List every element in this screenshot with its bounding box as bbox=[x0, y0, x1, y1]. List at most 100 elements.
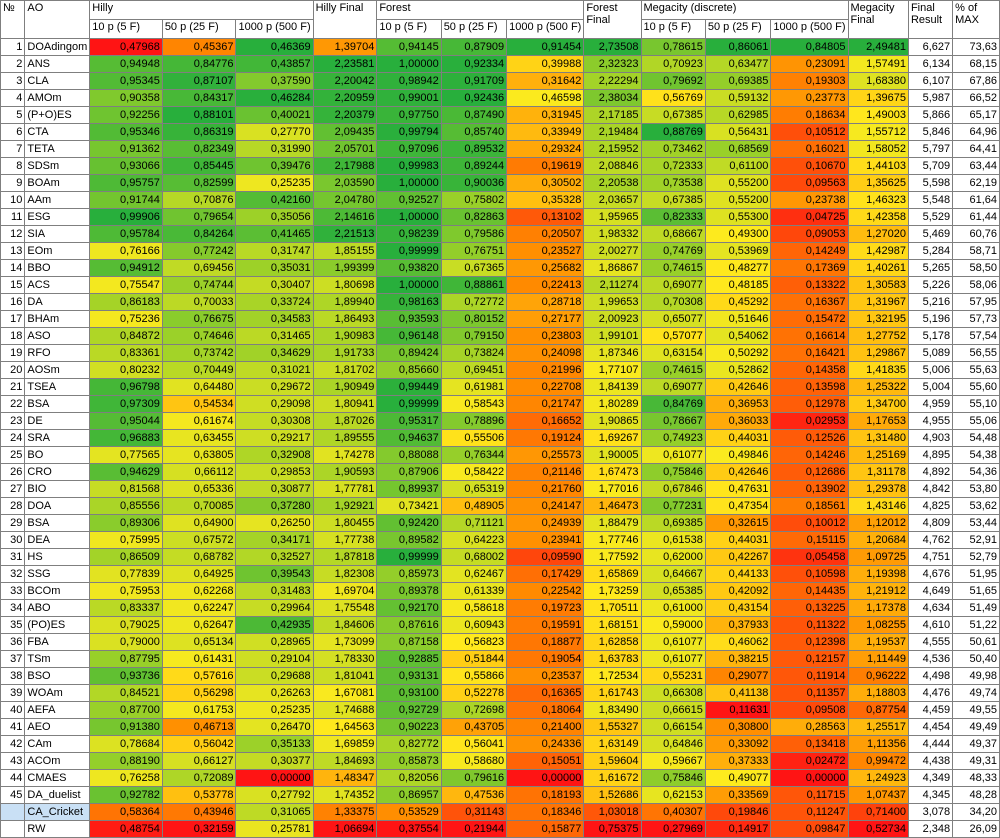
row-value: 73,63 bbox=[952, 38, 1000, 56]
row-value: 0,94145 bbox=[376, 38, 442, 56]
row-value: 0,90036 bbox=[440, 174, 508, 192]
row-value: 0,79025 bbox=[89, 616, 163, 634]
row-value: 0,56431 bbox=[704, 123, 772, 141]
row-value: 0,79616 bbox=[440, 769, 508, 787]
row-value: 4,959 bbox=[907, 395, 954, 413]
row-value: 0,16652 bbox=[506, 412, 585, 430]
row-algorithm: AOSm bbox=[24, 361, 91, 379]
row-value: 1,61672 bbox=[583, 769, 642, 787]
row-value: 0,44031 bbox=[704, 429, 772, 447]
row-number: 20 bbox=[0, 361, 26, 379]
row-value: 0,29104 bbox=[235, 650, 314, 668]
row-value: 0,67365 bbox=[440, 259, 508, 277]
row-value: 1,90865 bbox=[583, 412, 642, 430]
row-value: 0,89378 bbox=[376, 582, 442, 600]
row-value: 0,27177 bbox=[506, 310, 585, 328]
row-value: 53,62 bbox=[952, 497, 1000, 515]
row-value: 1,55327 bbox=[583, 718, 642, 736]
row-value: 0,22542 bbox=[506, 582, 585, 600]
row-value: 0,91454 bbox=[506, 38, 585, 56]
row-value: 1,88479 bbox=[583, 514, 642, 532]
table-row: 18 ASO 0,84872 0,74646 0,31465 1,90983 0,96148… bbox=[0, 327, 1000, 345]
table-row: 38 BSO 0,93736 0,57616 0,29688 1,81041 0,93131… bbox=[0, 667, 1000, 685]
row-value: 1,84693 bbox=[312, 752, 378, 770]
row-value: 58,71 bbox=[952, 242, 1000, 260]
row-value: 1,73259 bbox=[583, 582, 642, 600]
row-value: 1,90983 bbox=[312, 327, 378, 345]
row-value: 0,22413 bbox=[506, 276, 585, 294]
row-number: 13 bbox=[0, 242, 26, 260]
row-value: 49,74 bbox=[952, 684, 1000, 702]
row-number: 6 bbox=[0, 123, 26, 141]
row-value: 0,95345 bbox=[89, 72, 163, 90]
row-value: 0,54062 bbox=[704, 327, 772, 345]
row-value: 1,48347 bbox=[312, 769, 378, 787]
row-value: 0,30308 bbox=[235, 412, 314, 430]
row-value: 0,13225 bbox=[770, 599, 849, 617]
row-value: 0,69385 bbox=[704, 72, 772, 90]
row-value: 0,77839 bbox=[89, 565, 163, 583]
row-value: 0,65077 bbox=[640, 310, 706, 328]
row-value: 0,70085 bbox=[161, 497, 237, 515]
row-algorithm: FBA bbox=[24, 633, 91, 651]
row-value: 1,95965 bbox=[583, 208, 642, 226]
header-megacity: Megacity (discrete) bbox=[640, 0, 849, 20]
row-number: 22 bbox=[0, 395, 26, 413]
row-algorithm: BIO bbox=[24, 480, 91, 498]
row-value: 0,14435 bbox=[770, 582, 849, 600]
row-value: 49,98 bbox=[952, 667, 1000, 685]
row-algorithm: DOAdingom bbox=[24, 38, 91, 56]
row-value: 1,89555 bbox=[312, 429, 378, 447]
row-value: 2,38034 bbox=[583, 89, 642, 107]
row-value: 0,20507 bbox=[506, 225, 585, 243]
row-algorithm: ACS bbox=[24, 276, 91, 294]
row-value: 4,444 bbox=[907, 735, 954, 753]
row-value: 0,37280 bbox=[235, 497, 314, 515]
row-value: 2,08846 bbox=[583, 157, 642, 175]
row-value: 63,44 bbox=[952, 157, 1000, 175]
subheader-hilly-1: 50 p (25 F) bbox=[161, 19, 237, 39]
row-number: 37 bbox=[0, 650, 26, 668]
row-value: 0,85973 bbox=[376, 565, 442, 583]
row-value: 0,56298 bbox=[161, 684, 237, 702]
table-row: 3 CLA 0,95345 0,87107 0,37590 2,20042 0,98942 0… bbox=[0, 72, 1000, 90]
row-value: 0,89244 bbox=[440, 157, 508, 175]
row-value: 0,61431 bbox=[161, 650, 237, 668]
row-value: 1,72534 bbox=[583, 667, 642, 685]
row-value: 1,68380 bbox=[847, 72, 909, 90]
row-value: 0,43857 bbox=[235, 55, 314, 73]
row-value: 0,58364 bbox=[89, 803, 163, 821]
row-value: 0,43705 bbox=[440, 718, 508, 736]
row-value: 0,04725 bbox=[770, 208, 849, 226]
subheader-hilly-0: 10 p (5 F) bbox=[89, 19, 163, 39]
header-hilly: Hilly bbox=[89, 0, 314, 20]
row-value: 5,178 bbox=[907, 327, 954, 345]
row-number: 27 bbox=[0, 480, 26, 498]
row-value: 0,70876 bbox=[161, 191, 237, 209]
row-value: 0,29688 bbox=[235, 667, 314, 685]
row-value: 0,60943 bbox=[440, 616, 508, 634]
row-value: 1,81041 bbox=[312, 667, 378, 685]
row-value: 1,91733 bbox=[312, 344, 378, 362]
row-value: 0,55866 bbox=[440, 667, 508, 685]
row-value: 4,676 bbox=[907, 565, 954, 583]
row-number: 12 bbox=[0, 225, 26, 243]
row-number: 21 bbox=[0, 378, 26, 396]
row-value: 0,89532 bbox=[440, 140, 508, 158]
row-value: 0,62647 bbox=[161, 616, 237, 634]
row-value: 0,45367 bbox=[161, 38, 237, 56]
row-value: 2,03590 bbox=[312, 174, 378, 192]
row-number: 19 bbox=[0, 344, 26, 362]
row-value: 1,31480 bbox=[847, 429, 909, 447]
table-row: CA_Cricket 0,58364 0,43946 0,31065 1,33375 0,… bbox=[0, 803, 1000, 821]
row-value: 2,03657 bbox=[583, 191, 642, 209]
row-value: 1,42358 bbox=[847, 208, 909, 226]
row-value: 0,99794 bbox=[376, 123, 442, 141]
row-value: 2,348 bbox=[907, 820, 954, 838]
row-value: 1,49003 bbox=[847, 106, 909, 124]
row-value: 0,86957 bbox=[376, 786, 442, 804]
row-value: 2,32323 bbox=[583, 55, 642, 73]
row-number: 8 bbox=[0, 157, 26, 175]
row-value: 0,13322 bbox=[770, 276, 849, 294]
row-value: 0,29217 bbox=[235, 429, 314, 447]
